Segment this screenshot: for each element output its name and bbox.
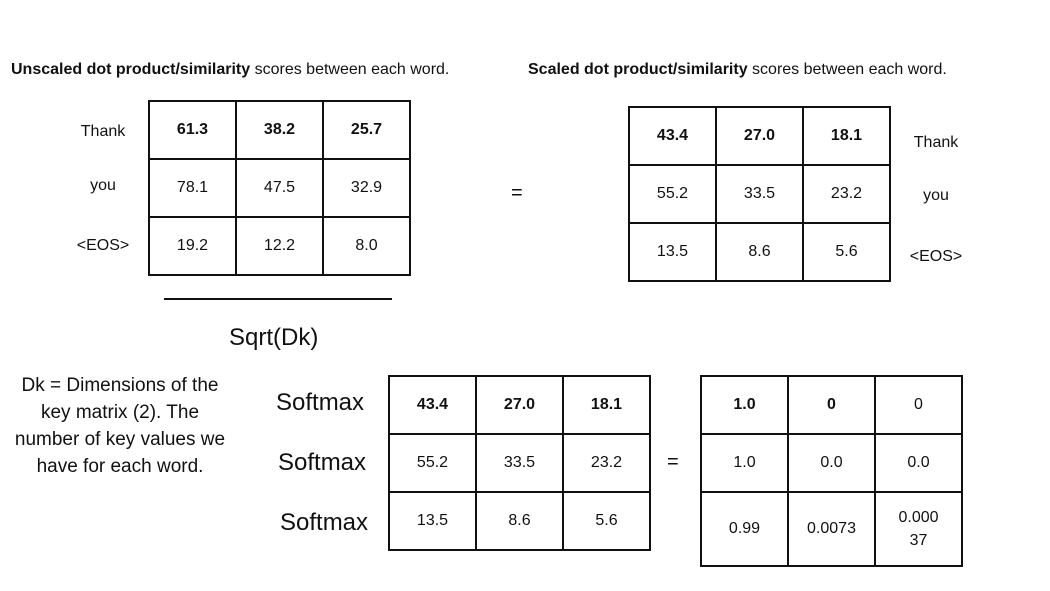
unscaled-row-label-you: you: [90, 177, 116, 194]
scaled-cell: 23.2: [802, 164, 891, 224]
softmax-output-cell: 0.0: [874, 433, 963, 493]
unscaled-row-label-eos: <EOS>: [76, 237, 130, 254]
scaled-heading: Scaled dot product/similarity scores bet…: [528, 61, 947, 79]
softmax-label-row-3: Softmax: [280, 509, 369, 536]
softmax-output-matrix: 1.0 0 0 1.0 0.0 0.0 0.99 0.0073 0.000 37: [700, 375, 963, 567]
scaled-cell: 5.6: [802, 222, 891, 282]
softmax-output-cell: 0.000 37: [874, 491, 963, 567]
equals-sign-top: =: [511, 182, 523, 204]
unscaled-cell: 25.7: [322, 100, 411, 160]
softmax-input-cell: 23.2: [562, 433, 651, 493]
scaled-cell: 8.6: [715, 222, 804, 282]
scaled-cell: 13.5: [628, 222, 717, 282]
unscaled-cell: 38.2: [235, 100, 324, 160]
unscaled-cell: 47.5: [235, 158, 324, 218]
softmax-output-cell: 1.0: [700, 375, 789, 435]
softmax-input-cell: 27.0: [475, 375, 564, 435]
unscaled-cell: 32.9: [322, 158, 411, 218]
softmax-output-cell: 0.99: [700, 491, 789, 567]
scaled-cell: 33.5: [715, 164, 804, 224]
scaled-heading-bold: Scaled dot product/similarity: [528, 61, 748, 78]
softmax-output-cell: 0: [874, 375, 963, 435]
unscaled-row-label-thank: Thank: [80, 123, 126, 140]
softmax-input-cell: 5.6: [562, 491, 651, 551]
unscaled-heading: Unscaled dot product/similarity scores b…: [11, 61, 449, 79]
division-line: [164, 298, 392, 300]
scaled-cell: 55.2: [628, 164, 717, 224]
softmax-input-cell: 43.4: [388, 375, 477, 435]
softmax-input-cell: 55.2: [388, 433, 477, 493]
scaled-cell: 18.1: [802, 106, 891, 166]
scaled-row-label-you: you: [923, 187, 949, 204]
softmax-label-row-2: Softmax: [278, 449, 367, 476]
scaled-row-label-thank: Thank: [913, 134, 959, 151]
softmax-label-row-1: Softmax: [276, 389, 365, 416]
dk-note: Dk = Dimensions of the key matrix (2). T…: [14, 375, 226, 477]
unscaled-matrix: 61.3 38.2 25.7 78.1 47.5 32.9 19.2 12.2 …: [148, 100, 411, 276]
scaled-cell: 27.0: [715, 106, 804, 166]
unscaled-heading-rest: scores between each word.: [250, 61, 450, 78]
unscaled-heading-bold: Unscaled dot product/similarity: [11, 61, 251, 78]
scaled-heading-rest: scores between each word.: [747, 61, 947, 78]
softmax-input-matrix: 43.4 27.0 18.1 55.2 33.5 23.2 13.5 8.6 5…: [388, 375, 651, 551]
denominator-label: Sqrt(Dk): [229, 324, 319, 351]
unscaled-cell: 8.0: [322, 216, 411, 276]
softmax-input-cell: 18.1: [562, 375, 651, 435]
softmax-input-cell: 33.5: [475, 433, 564, 493]
unscaled-cell: 78.1: [148, 158, 237, 218]
unscaled-cell: 61.3: [148, 100, 237, 160]
softmax-input-cell: 8.6: [475, 491, 564, 551]
softmax-output-cell: 0.0073: [787, 491, 876, 567]
scaled-row-label-eos: <EOS>: [909, 248, 963, 265]
equals-sign-bottom: =: [667, 451, 679, 473]
unscaled-cell: 19.2: [148, 216, 237, 276]
scaled-matrix: 43.4 27.0 18.1 55.2 33.5 23.2 13.5 8.6 5…: [628, 106, 891, 282]
scaled-cell: 43.4: [628, 106, 717, 166]
softmax-output-cell: 0: [787, 375, 876, 435]
softmax-output-cell: 0.0: [787, 433, 876, 493]
softmax-output-cell: 1.0: [700, 433, 789, 493]
softmax-input-cell: 13.5: [388, 491, 477, 551]
unscaled-cell: 12.2: [235, 216, 324, 276]
